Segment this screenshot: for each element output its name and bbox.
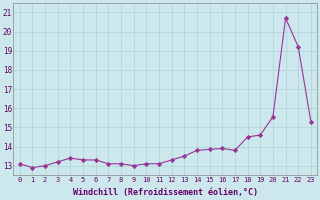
X-axis label: Windchill (Refroidissement éolien,°C): Windchill (Refroidissement éolien,°C) [73, 188, 258, 197]
